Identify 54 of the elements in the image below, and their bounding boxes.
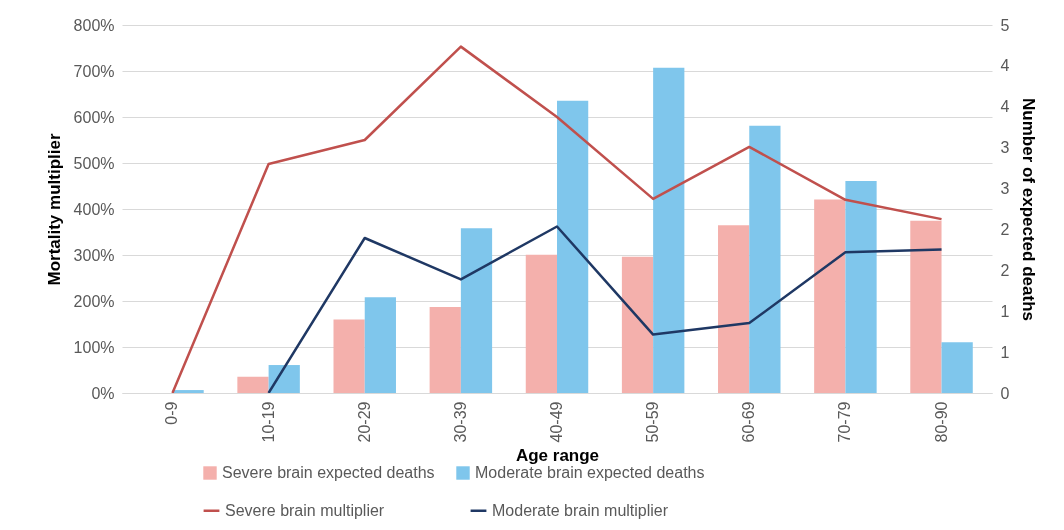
bar xyxy=(749,125,781,393)
y2-tick-label: 3 xyxy=(1000,139,1010,157)
legend-label: Severe brain expected deaths xyxy=(222,464,435,481)
y-tick-label: 400% xyxy=(73,200,115,218)
bar xyxy=(172,390,204,393)
bar xyxy=(814,199,846,393)
bar xyxy=(429,306,461,393)
x-tick-label: 30-39 xyxy=(451,401,469,443)
legend-label: Moderate brain multiplier xyxy=(492,501,669,519)
bar xyxy=(910,220,942,393)
y2-axis-title: Number of expected deaths xyxy=(1019,98,1039,321)
bar xyxy=(460,228,493,393)
y2-tick-label: 3 xyxy=(1000,180,1010,198)
y-tick-label: 800% xyxy=(73,16,115,34)
y2-tick-label: 1 xyxy=(1000,343,1010,361)
y-tick-label: 100% xyxy=(73,338,115,356)
legend-label: Moderate brain expected deaths xyxy=(475,464,705,481)
bar xyxy=(237,376,269,393)
x-tick-label: 10-19 xyxy=(259,401,277,443)
y2-tick-label: 5 xyxy=(1000,16,1010,34)
bar xyxy=(941,342,973,393)
line-series xyxy=(171,45,943,393)
bar xyxy=(718,225,750,393)
legend-label: Severe brain multiplier xyxy=(225,501,385,519)
bar xyxy=(557,100,589,393)
x-tick-label: 80-90 xyxy=(932,401,950,443)
x-tick-label: 60-69 xyxy=(740,401,758,443)
x-tick-label: 40-49 xyxy=(548,401,565,443)
bar xyxy=(621,256,654,393)
y2-tick-label: 4 xyxy=(1000,57,1010,75)
y-tick-label: 700% xyxy=(73,62,115,80)
bar xyxy=(653,67,685,393)
x-tick-label: 50-59 xyxy=(644,401,662,443)
y-tick-label: 600% xyxy=(73,108,115,126)
bar xyxy=(268,365,300,393)
x-tick-label: 0-9 xyxy=(163,401,181,425)
bar xyxy=(525,254,557,393)
y2-tick-label: 4 xyxy=(1000,98,1010,116)
y-tick-label: 300% xyxy=(73,246,115,264)
x-tick-label: 70-79 xyxy=(836,401,854,443)
x-axis-title: Age range xyxy=(515,446,600,466)
y2-tick-label: 1 xyxy=(1000,302,1010,320)
y-tick-label: 500% xyxy=(73,154,115,172)
y2-tick-label: 0 xyxy=(1000,384,1010,402)
bar xyxy=(364,297,396,393)
y-tick-label: 0% xyxy=(91,384,115,402)
y-tick-label: 200% xyxy=(73,292,115,310)
y2-tick-label: 2 xyxy=(1000,261,1010,279)
y-axis-title: Mortality multiplier xyxy=(44,133,64,286)
line-series xyxy=(267,225,943,393)
x-tick-label: 20-29 xyxy=(355,401,373,443)
y2-tick-label: 2 xyxy=(1000,220,1010,238)
bar xyxy=(333,319,365,393)
bar xyxy=(845,181,877,393)
